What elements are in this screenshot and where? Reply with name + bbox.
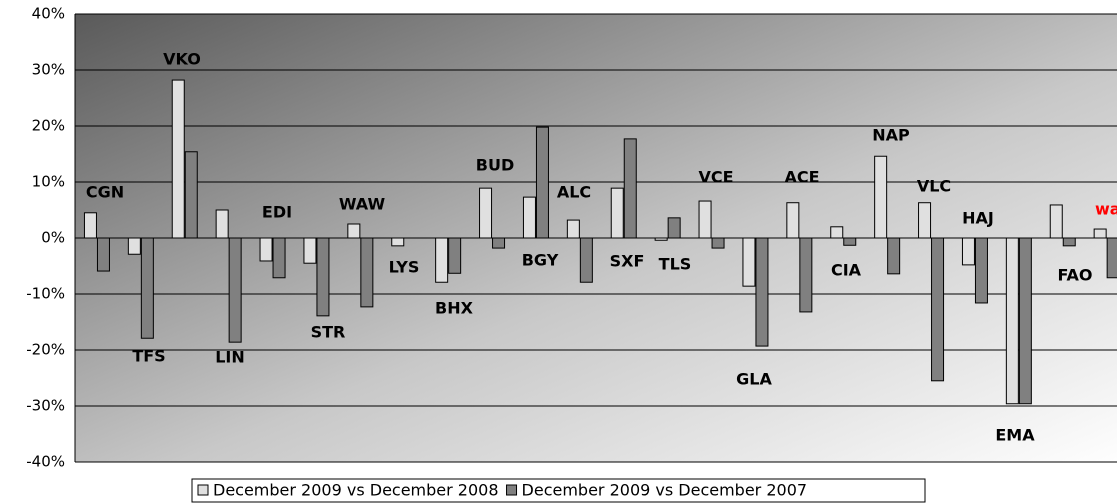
category-label: BGY [522,251,559,270]
bar [316,237,330,317]
y-tick-label: -20% [26,341,65,359]
bar [522,196,536,239]
bar [623,138,637,239]
category-label: VLC [917,177,951,196]
bar [887,237,901,275]
y-tick-label: -40% [26,453,65,471]
bar [535,126,549,239]
category-label: LYS [389,258,420,277]
y-tick-label: 20% [32,117,65,135]
bar [479,187,493,239]
y-tick-label: 30% [32,61,65,79]
bar [1049,204,1063,239]
y-tick-label: -30% [26,397,65,415]
bar [1106,237,1117,279]
category-label: wa [1095,200,1117,219]
bar [654,237,668,241]
category-label: CIA [831,261,862,280]
bar [830,226,844,239]
category-label: TFS [132,347,165,366]
bar [492,237,506,249]
bar [711,237,725,249]
category-label: SXF [610,252,645,271]
category-label: VCE [698,168,733,187]
category-label: EMA [995,426,1035,445]
legend-swatch [506,484,518,496]
bar [755,237,769,347]
category-label: GLA [736,370,772,389]
bar [127,237,141,255]
category-label: NAP [872,126,910,145]
bar [215,209,229,239]
category-label: BUD [476,156,514,175]
bar [1093,228,1107,239]
category-label: HAJ [962,209,994,228]
y-tick-label: 10% [32,173,65,191]
bar [566,219,580,239]
bar [1005,237,1019,405]
bar [786,202,800,239]
bar [931,237,945,382]
bar [303,237,317,264]
y-tick-label: -10% [26,285,65,303]
legend-label: December 2009 vs December 2008 [213,481,499,500]
bar [259,237,273,262]
bar [579,237,593,283]
bar [435,237,449,283]
bar [698,200,712,239]
y-tick-label: 40% [32,5,65,23]
bar [843,237,857,246]
bar [961,237,975,266]
bar [171,79,185,239]
bar [96,237,110,272]
bar [974,237,988,304]
legend: December 2009 vs December 2008 December 2… [191,478,926,503]
bar [874,155,888,239]
bar [742,237,756,287]
category-label: FAO [1057,266,1092,285]
bar [1062,237,1076,247]
bar [391,237,405,247]
category-label: VKO [163,50,201,69]
category-label: ALC [557,183,591,202]
bar [360,237,374,308]
bar [1018,237,1032,405]
category-label: CGN [86,183,124,202]
category-label: BHX [435,299,474,318]
bar [799,237,813,313]
y-tick-label: 0% [41,229,65,247]
bar [83,212,97,239]
category-label: EDI [262,203,292,222]
legend-box [191,478,926,503]
bar [228,237,242,343]
bar [448,237,462,274]
bar [667,217,681,239]
bar [918,202,932,239]
bar [347,223,361,239]
bar [140,237,154,339]
category-label: LIN [215,348,245,367]
bar [272,237,286,279]
bar [184,151,198,239]
category-label: STR [311,323,346,342]
category-label: TLS [659,255,692,274]
bar [610,187,624,239]
legend-label: December 2009 vs December 2007 [522,481,808,500]
category-label: WAW [339,195,386,214]
legend-swatch [197,484,209,496]
category-label: ACE [784,168,819,187]
